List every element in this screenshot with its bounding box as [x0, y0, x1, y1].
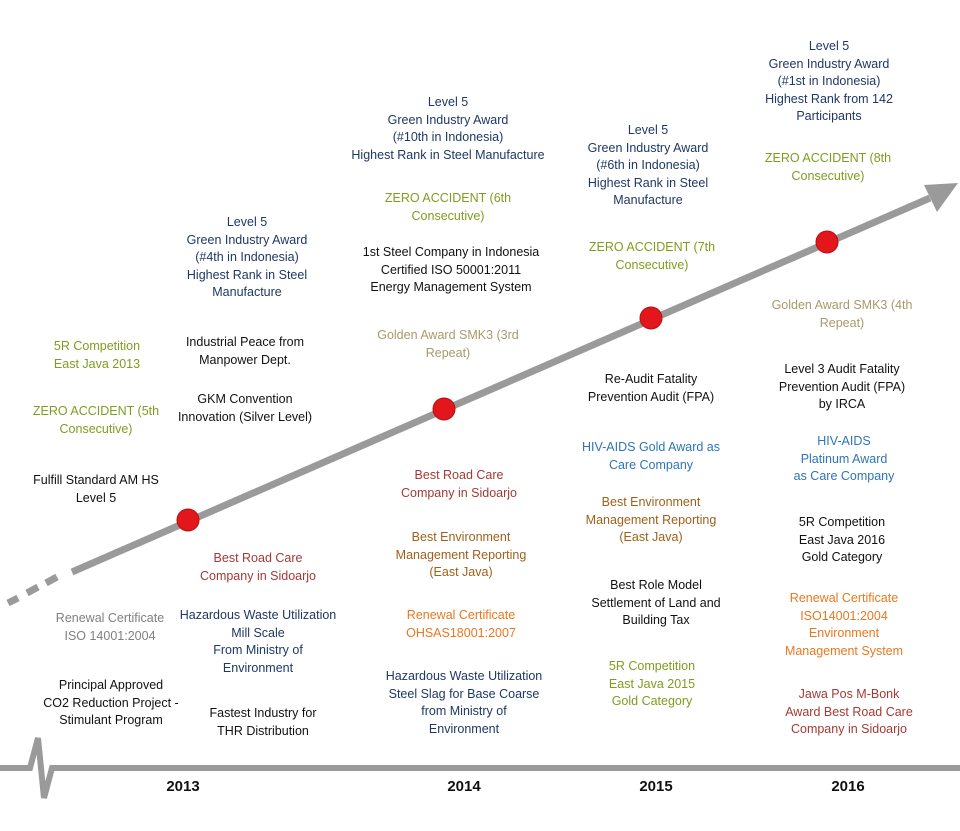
award-2014-smk3: Golden Award SMK3 (3rd Repeat) [377, 328, 519, 360]
award-2016-iso14001: Renewal Certificate ISO14001:2004 Enviro… [784, 591, 904, 658]
award-2016-fpa: Level 3 Audit Fatality Prevention Audit … [778, 362, 906, 411]
award-2015-5r-competition: 5R Competition East Java 2015 Gold Categ… [608, 659, 696, 708]
milestone-2014 [432, 397, 456, 421]
year-label-2015: 2015 [639, 778, 673, 795]
award-2015-fpa: Re-Audit Fatality Prevention Audit (FPA) [587, 372, 715, 404]
award-2014-ohsas: Renewal Certificate OHSAS18001:2007 [406, 608, 516, 640]
award-2014-best-road-care: Best Road Care Company in Sidoarjo [400, 468, 518, 500]
award-2016-hiv-aids: HIV-AIDS Platinum Award as Care Company [793, 434, 895, 483]
award-2013-5r-competition: 5R Competition East Java 2013 [53, 339, 141, 371]
award-2014-iso50001: 1st Steel Company in Indonesia Certified… [362, 245, 540, 294]
award-2013-zero-accident: ZERO ACCIDENT (5th Consecutive) [32, 404, 160, 436]
award-2013-hazardous-waste: Hazardous Waste Utilization Mill Scale F… [179, 608, 337, 675]
award-2013-co2-reduction: Principal Approved CO2 Reduction Project… [43, 678, 179, 727]
award-2015-hiv-aids: HIV-AIDS Gold Award as Care Company [581, 440, 721, 472]
award-2013-iso14001-renewal: Renewal Certificate ISO 14001:2004 [55, 611, 165, 643]
timeline-arrow-head [924, 183, 958, 212]
baseline-axis [0, 737, 960, 799]
year-label-2013: 2013 [166, 778, 200, 795]
milestone-2015 [639, 306, 663, 330]
award-2014-zero-accident: ZERO ACCIDENT (6th Consecutive) [384, 191, 512, 223]
award-2016-zero-accident: ZERO ACCIDENT (8th Consecutive) [764, 151, 892, 183]
award-2013-thr-distribution: Fastest Industry for THR Distribution [209, 706, 317, 738]
award-2013-best-road-care: Best Road Care Company in Sidoarjo [199, 551, 317, 583]
award-2016-5r-competition: 5R Competition East Java 2016 Gold Categ… [798, 515, 886, 564]
award-2014-green-industry: Level 5 Green Industry Award (#10th in I… [351, 95, 545, 162]
milestone-2016 [815, 230, 839, 254]
milestone-2013 [176, 508, 200, 532]
award-2013-industrial-peace: Industrial Peace from Manpower Dept. [185, 335, 305, 367]
award-2014-hazardous-waste: Hazardous Waste Utilization Steel Slag f… [385, 669, 543, 736]
award-2016-green-industry: Level 5 Green Industry Award (#1st in In… [765, 39, 893, 123]
award-2015-tax-role-model: Best Role Model Settlement of Land and B… [591, 578, 721, 627]
award-2013-gkm-convention: GKM Convention Innovation (Silver Level) [177, 392, 313, 424]
award-2015-zero-accident: ZERO ACCIDENT (7th Consecutive) [588, 240, 716, 272]
award-2015-environment-reporting: Best Environment Management Reporting (E… [585, 495, 717, 544]
award-2013-green-industry: Level 5 Green Industry Award (#4th in In… [186, 215, 308, 299]
timeline-dots [6, 573, 59, 607]
award-2016-smk3: Golden Award SMK3 (4th Repeat) [771, 298, 913, 330]
award-2016-jawa-pos: Jawa Pos M-Bonk Award Best Road Care Com… [785, 687, 913, 736]
milestone-markers [176, 230, 839, 532]
award-2014-environment-reporting: Best Environment Management Reporting (E… [395, 530, 527, 579]
award-2015-green-industry: Level 5 Green Industry Award (#6th in In… [587, 123, 709, 207]
award-2013-amhs: Fulfill Standard AM HS Level 5 [33, 473, 159, 505]
year-label-2014: 2014 [447, 778, 481, 795]
year-label-2016: 2016 [831, 778, 865, 795]
timeline-arrow-line [70, 194, 932, 576]
